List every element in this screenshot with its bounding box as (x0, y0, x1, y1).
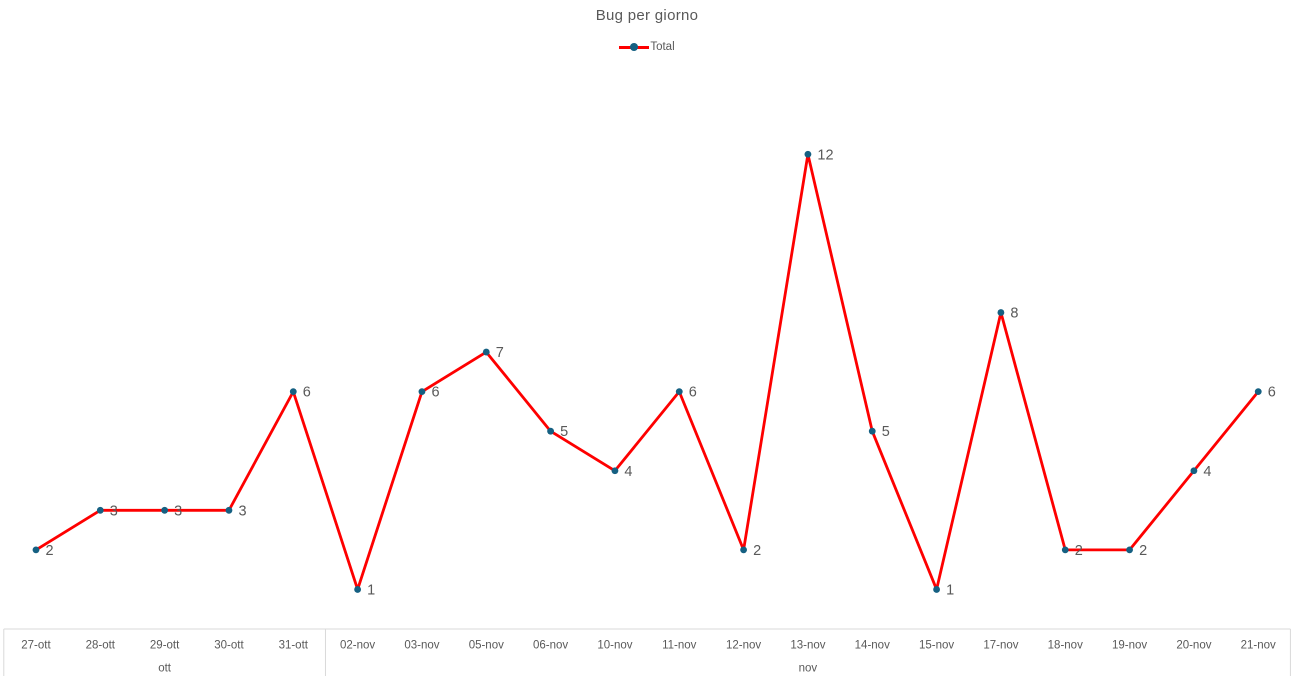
x-axis-label: 20-nov (1176, 640, 1211, 652)
data-point-label: 4 (1203, 464, 1211, 480)
x-axis-label: 18-nov (1048, 640, 1083, 652)
x-axis-label: 03-nov (404, 640, 439, 652)
data-point (1126, 546, 1133, 554)
data-point-label: 7 (496, 345, 504, 361)
x-axis-label: 28-ott (86, 640, 116, 652)
data-point-label: 1 (367, 582, 375, 598)
x-axis-label: 21-nov (1241, 640, 1276, 652)
x-axis-label: 02-nov (340, 640, 375, 652)
data-point-label: 3 (174, 503, 182, 519)
data-point-label: 5 (882, 424, 890, 440)
data-point (482, 348, 490, 356)
x-axis-label: 19-nov (1112, 640, 1147, 652)
legend-line-marker-icon (619, 43, 650, 51)
x-axis-label: 31-ott (279, 640, 309, 652)
x-axis-label: 05-nov (469, 640, 504, 652)
data-point (96, 506, 104, 514)
legend-item-total[interactable]: Total (619, 41, 675, 53)
data-point (354, 586, 362, 593)
data-point (289, 388, 297, 396)
x-axis-label: 15-nov (919, 640, 954, 652)
data-point (547, 427, 555, 435)
data-point (868, 427, 876, 435)
x-axis-label: 06-nov (533, 640, 568, 652)
x-axis-label: 10-nov (597, 640, 632, 652)
x-axis-label: 14-nov (855, 640, 890, 652)
data-point (1190, 467, 1198, 475)
legend-label: Total (650, 41, 675, 53)
data-point (675, 388, 683, 396)
legend: Total (0, 41, 1294, 53)
data-point (1061, 546, 1069, 554)
data-point (418, 388, 426, 396)
data-point-label: 8 (1010, 306, 1018, 322)
data-point-label: 6 (431, 385, 439, 401)
data-point-label: 6 (1268, 385, 1276, 401)
x-axis-label: 29-ott (150, 640, 180, 652)
data-point-label: 6 (303, 385, 311, 401)
data-point-label: 12 (817, 147, 833, 163)
data-point-label: 3 (238, 503, 246, 519)
data-point-label: 4 (624, 464, 632, 480)
data-point (225, 506, 233, 514)
data-point-label: 6 (689, 385, 697, 401)
x-axis-label: 30-ott (214, 640, 244, 652)
data-point (32, 546, 40, 554)
data-point (1254, 388, 1262, 396)
x-axis-group-label: nov (799, 663, 818, 675)
data-point (997, 309, 1005, 316)
x-axis-label: 17-nov (983, 640, 1018, 652)
data-point (161, 506, 169, 514)
data-point (933, 586, 940, 593)
x-axis-label: 13-nov (790, 640, 825, 652)
data-point-label: 2 (45, 543, 53, 559)
data-point-label: 3 (110, 503, 118, 519)
data-point-label: 2 (1075, 543, 1083, 559)
data-point (804, 150, 812, 158)
data-point-label: 2 (753, 543, 761, 559)
data-point (740, 546, 747, 554)
legend-dot-swatch (630, 43, 639, 51)
data-point (611, 467, 619, 475)
x-axis-label: 12-nov (726, 640, 761, 652)
chart-title: Bug per giorno (595, 7, 699, 24)
x-axis-label: 11-nov (662, 640, 697, 652)
x-axis-group-label: ott (158, 663, 172, 675)
series-line-total (34, 152, 1260, 591)
x-axis-label: 27-ott (21, 640, 51, 652)
data-point-label: 5 (560, 424, 568, 440)
data-point-label: 2 (1139, 543, 1147, 559)
data-point-label: 1 (946, 582, 954, 598)
